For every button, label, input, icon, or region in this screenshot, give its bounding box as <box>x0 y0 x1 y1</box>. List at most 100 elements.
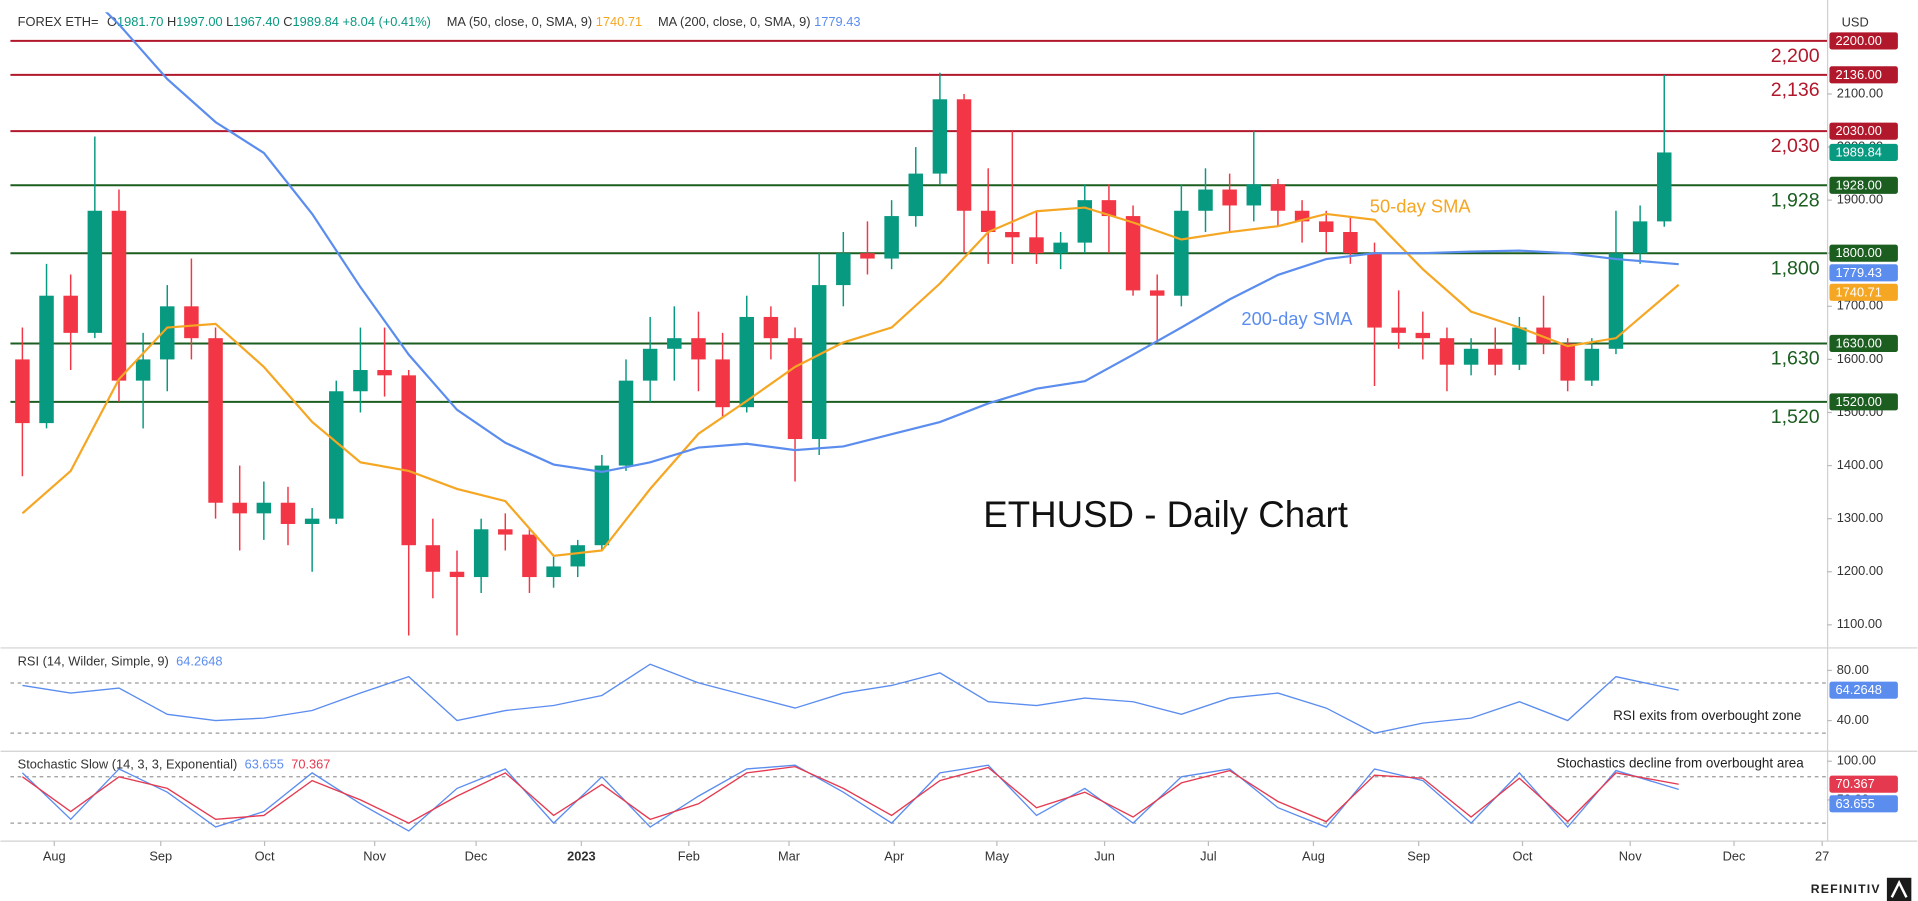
annotation: RSI exits from overbought zone <box>1613 708 1801 723</box>
x-tick-label: Nov <box>1619 848 1642 863</box>
axis-badge-label: 1740.71 <box>1836 284 1882 299</box>
panel <box>10 663 1827 734</box>
ohlc-key: H <box>167 15 176 30</box>
series-line <box>21 206 1680 558</box>
y-axis-title: USD <box>1842 15 1869 30</box>
candle-body <box>1125 216 1141 291</box>
candle-body <box>184 306 199 339</box>
level-label: 2,200 <box>1771 45 1820 67</box>
x-tick-label: May <box>985 848 1010 863</box>
panel-legend-title: RSI (14, Wilder, Simple, 9) <box>18 654 169 669</box>
series-line <box>21 764 1679 832</box>
y-tick-label: 1400.00 <box>1837 457 1883 472</box>
x-tick-label: Aug <box>43 848 66 863</box>
candle-body <box>691 338 706 360</box>
axis-badge-label: 1779.43 <box>1836 265 1882 280</box>
axis-badge <box>1829 32 1898 50</box>
candle-body <box>1512 327 1527 365</box>
x-tick-label: Jul <box>1200 848 1216 863</box>
candle-body <box>1270 184 1286 211</box>
axis-badge <box>1829 334 1898 353</box>
y-tick-label: 1200.00 <box>1837 563 1883 578</box>
candle-body <box>160 306 175 360</box>
candle-body <box>956 99 972 211</box>
panel-legend-value: 70.367 <box>291 757 330 772</box>
candle-body <box>787 338 803 440</box>
candle-body <box>1174 210 1189 296</box>
candle-body <box>1198 189 1213 211</box>
candle-body <box>1222 189 1237 206</box>
series-label: 200-day SMA <box>1241 308 1353 329</box>
level-label: 2,136 <box>1771 79 1820 101</box>
brand: REFINITIV <box>1811 882 1881 896</box>
level-label: 1,630 <box>1771 348 1820 370</box>
axis-badge <box>1829 122 1898 140</box>
axis-badge-label: 70.367 <box>1836 776 1875 791</box>
candle-body <box>715 359 730 408</box>
candle-body <box>1101 200 1117 217</box>
y-tick-label: 80.00 <box>1837 662 1869 677</box>
level-label: 2,030 <box>1771 135 1820 157</box>
brand-icon-glyph <box>1890 879 1908 898</box>
candle-body <box>594 465 610 546</box>
candle-body <box>401 375 416 546</box>
axis-badge <box>1829 681 1898 699</box>
panel-legend-value: 63.655 <box>245 757 284 772</box>
candle-body <box>449 571 465 578</box>
candle-body <box>1005 232 1020 238</box>
candle-body <box>1584 348 1600 381</box>
candle-body <box>546 566 561 578</box>
candle-body <box>15 359 30 424</box>
x-tick-label: Dec <box>1723 848 1746 863</box>
candle-body <box>860 253 875 259</box>
level-label: 1,928 <box>1771 189 1820 211</box>
candle-body <box>111 210 127 381</box>
axis-badge-label: 1928.00 <box>1836 177 1882 192</box>
candle-body <box>908 173 924 217</box>
ma200-label: MA (200, close, 0, SMA, 9) <box>658 15 811 30</box>
y-tick-label: 100.00 <box>1837 753 1876 768</box>
axis-badge-label: 2030.00 <box>1836 123 1882 138</box>
candle-body <box>1029 237 1044 254</box>
axis-badge-label: 1800.00 <box>1836 245 1882 260</box>
candle-body <box>1343 232 1358 254</box>
ohlc-value: 1997.00 <box>176 15 222 30</box>
x-tick-label: Nov <box>363 848 386 863</box>
y-tick-label: 1100.00 <box>1837 616 1882 631</box>
candle-body <box>1439 338 1455 365</box>
candle-body <box>763 316 779 339</box>
axis-badge <box>1829 244 1898 262</box>
x-tick-label: Oct <box>1513 848 1533 863</box>
candle-body <box>884 216 899 259</box>
x-tick-label: Oct <box>255 848 275 863</box>
ohlc-key: L <box>226 15 233 30</box>
axis-badge <box>1829 66 1898 84</box>
axis-badge <box>1829 775 1898 793</box>
candle-body <box>1053 242 1068 254</box>
frame <box>0 0 1918 842</box>
level-label: 1,800 <box>1771 257 1820 279</box>
axis-badge-label: 1520.00 <box>1836 394 1882 409</box>
chart-title: ETHUSD - Daily Chart <box>983 494 1348 535</box>
panel-legend-title: Stochastic Slow (14, 3, 3, Exponential) <box>18 757 238 772</box>
candle-body <box>329 391 344 519</box>
candle-body <box>811 285 827 440</box>
candle-body <box>1318 221 1334 233</box>
x-tick-label: 27 <box>1815 848 1829 863</box>
y-tick-label: 40.00 <box>1837 712 1869 727</box>
candle-body <box>232 502 247 514</box>
series-line <box>22 663 1679 734</box>
panel <box>10 12 1827 636</box>
y-tick-label: 1700.00 <box>1837 298 1883 313</box>
y-tick-label: 1600.00 <box>1837 351 1883 366</box>
candle-body <box>63 295 78 333</box>
candle-body <box>1294 210 1310 222</box>
ma50-value: 1740.71 <box>596 15 642 30</box>
level-label: 1,520 <box>1771 406 1820 428</box>
candle-body <box>932 99 948 174</box>
candle-body <box>1632 221 1648 254</box>
candle-body <box>87 210 103 333</box>
candle-body <box>1560 343 1575 381</box>
candle-body <box>642 348 658 381</box>
